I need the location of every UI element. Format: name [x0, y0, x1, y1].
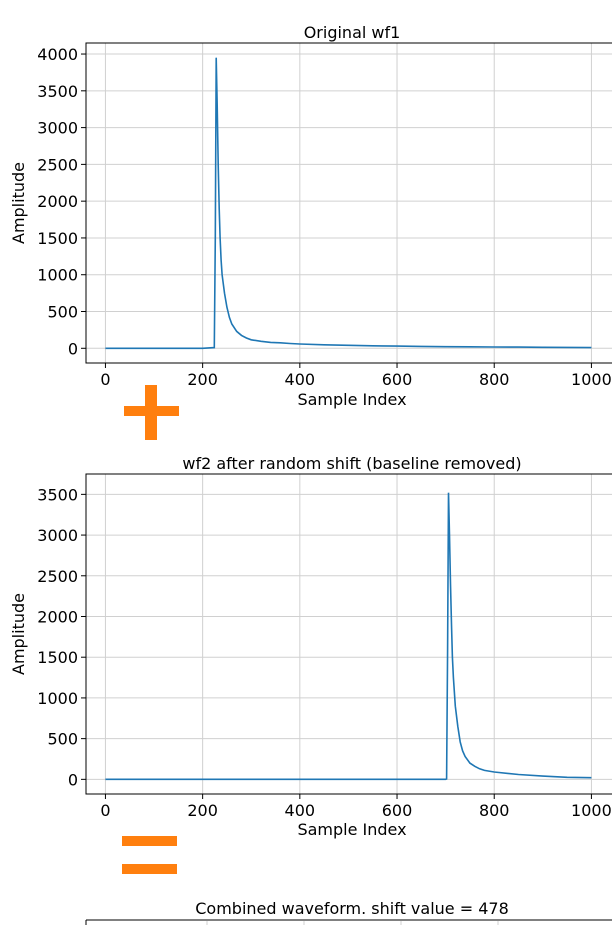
y-tick-label: 2500 — [37, 567, 78, 586]
plus-operator: + — [124, 385, 179, 440]
x-tick-label: 400 — [285, 801, 316, 820]
equals-top-bar — [122, 836, 177, 846]
y-tick-label: 1000 — [37, 689, 78, 708]
y-tick-label: 1500 — [37, 229, 78, 248]
y-tick-label: 3000 — [37, 526, 78, 545]
x-tick-label: 0 — [100, 370, 110, 389]
x-axis-label: Sample Index — [297, 390, 406, 409]
x-axis-label: Sample Index — [297, 820, 406, 839]
chart-title: Original wf1 — [304, 23, 401, 42]
chart-original-wf1: Original wf1 0 200 400 600 800 1000 0 500 1000 15… — [9, 23, 612, 409]
equals-operator: = — [0, 0, 177, 874]
x-tick-label: 1000 — [571, 370, 612, 389]
chart-title: wf2 after random shift (baseline removed… — [182, 454, 521, 473]
y-tick-label: 3000 — [37, 119, 78, 138]
plus-vertical-bar — [145, 385, 157, 440]
y-tick-label: 0 — [68, 339, 78, 358]
y-tick-label: 4000 — [37, 45, 78, 64]
y-tick-label: 0 — [68, 770, 78, 789]
tick-labels: 0 200 400 600 800 1000 0 500 1000 1500 2000 2500 300… — [37, 45, 611, 389]
equals-symbol-text: = — [0, 0, 1, 1]
y-tick-label: 500 — [47, 730, 78, 749]
chart-combined-waveform: Combined waveform. shift value = 478 — [85, 899, 612, 925]
chart-title: Combined waveform. shift value = 478 — [195, 899, 509, 918]
x-tick-label: 200 — [187, 801, 218, 820]
chart-wf2-shifted: wf2 after random shift (baseline removed… — [9, 454, 612, 839]
y-tick-label: 3500 — [37, 82, 78, 101]
grid — [86, 43, 612, 363]
x-tick-label: 800 — [479, 801, 510, 820]
y-tick-label: 3500 — [37, 485, 78, 504]
grid — [86, 474, 612, 794]
x-tick-label: 1000 — [571, 801, 612, 820]
x-tick-label: 400 — [285, 370, 316, 389]
x-tick-label: 600 — [382, 801, 413, 820]
x-tick-label: 200 — [187, 370, 218, 389]
series-line-wf1 — [105, 57, 592, 350]
y-tick-label: 1000 — [37, 266, 78, 285]
y-axis-label: Amplitude — [9, 162, 28, 244]
tick-labels: 0 200 400 600 800 1000 0 500 1000 1500 2000 2500 300… — [37, 485, 611, 820]
y-tick-label: 1500 — [37, 648, 78, 667]
equals-bottom-bar — [122, 864, 177, 874]
x-tick-label: 800 — [479, 370, 510, 389]
series-line-wf2 — [105, 492, 592, 781]
y-tick-label: 2500 — [37, 155, 78, 174]
y-tick-label: 2000 — [37, 607, 78, 626]
y-axis-label: Amplitude — [9, 593, 28, 675]
plot-frame — [85, 473, 612, 795]
x-tick-label: 0 — [100, 801, 110, 820]
y-tick-label: 500 — [47, 303, 78, 322]
plot-frame — [85, 42, 612, 364]
y-tick-label: 2000 — [37, 192, 78, 211]
x-tick-label: 600 — [382, 370, 413, 389]
